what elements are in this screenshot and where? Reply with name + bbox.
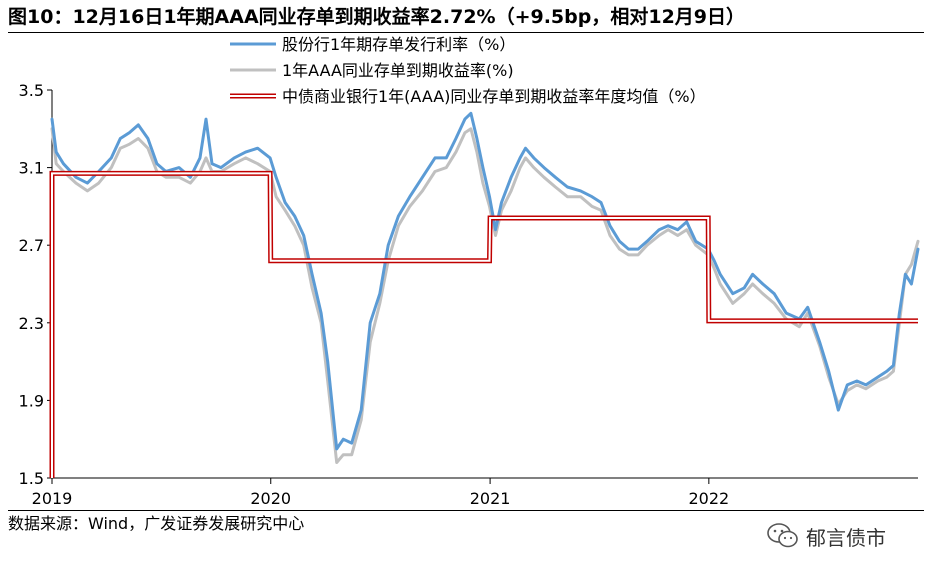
y-tick-label: 2.7 (19, 236, 44, 255)
legend-label: 股份行1年期存单发行利率（%） (282, 35, 515, 54)
y-tick-label: 3.1 (19, 159, 44, 178)
y-tick-label: 1.9 (19, 391, 44, 410)
x-tick-label: 2021 (470, 489, 511, 508)
series-line-annual-average (49, 170, 918, 478)
title-divider (8, 32, 924, 33)
source-note: 数据来源：Wind，广发证券发展研究中心 (8, 514, 305, 533)
chart-title: 图10：12月16日1年期AAA同业存单到期收益率2.72%（+9.5bp，相对… (8, 6, 746, 28)
legend-label: 1年AAA同业存单到期收益率(%) (282, 61, 514, 80)
series-line-aaa-ncd-yield (50, 127, 920, 464)
legend-label: 中债商业银行1年(AAA)同业存单到期收益率年度均值（%） (282, 87, 706, 106)
watermark-text: 郁言债市 (806, 525, 886, 550)
y-tick-label: 2.3 (19, 314, 44, 333)
watermark: 郁言债市 (766, 516, 886, 556)
series-line-joint-stock-issue-rate (50, 111, 920, 451)
x-tick-label: 2019 (32, 489, 73, 508)
x-tick-label: 2020 (250, 489, 291, 508)
axes: 1.5 1.9 2.3 2.7 3.1 3.5 2019 2020 2021 2022 (19, 81, 918, 508)
y-tick-label: 1.5 (19, 469, 44, 488)
legend: 股份行1年期存单发行利率（%） 1年AAA同业存单到期收益率(%) 中债商业银行1年… (230, 35, 706, 106)
series-lines (49, 111, 920, 478)
x-tick-label: 2022 (688, 489, 729, 508)
wechat-icon (767, 523, 798, 548)
y-tick-label: 3.5 (19, 81, 44, 100)
source-divider (8, 510, 924, 511)
series-line-annual-average-inner (51, 172, 918, 478)
